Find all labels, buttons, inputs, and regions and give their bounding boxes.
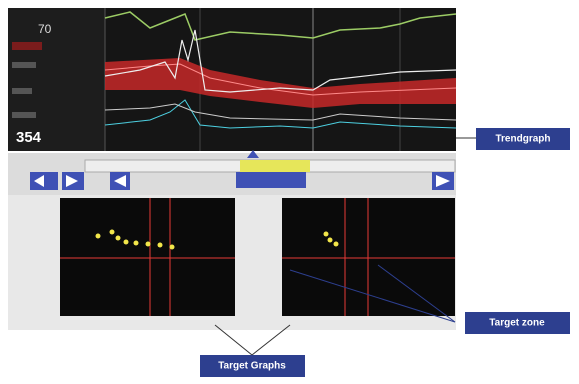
callout-label: Target Graphs <box>218 361 286 372</box>
dot <box>334 242 339 247</box>
callout-label: Trendgraph <box>495 134 550 145</box>
timeline <box>8 150 456 195</box>
dot <box>158 243 163 248</box>
param-label <box>12 62 36 68</box>
reading: 70 <box>38 22 52 36</box>
target-panel <box>8 195 456 330</box>
target-graph <box>60 198 235 316</box>
reading: 354 <box>16 129 42 146</box>
trend-panel: 70 354 <box>8 8 456 151</box>
dot <box>328 238 333 243</box>
callout-label: Target zone <box>489 318 545 329</box>
dot <box>124 240 129 245</box>
dot <box>116 236 121 241</box>
screen: 70 354 Trendgraph <box>0 0 579 379</box>
zoom-window[interactable] <box>236 172 306 188</box>
param-label <box>12 88 32 94</box>
dot <box>146 242 151 247</box>
dot <box>134 241 139 246</box>
param-label <box>12 42 42 50</box>
dot <box>110 230 115 235</box>
dot <box>324 232 329 237</box>
param-label <box>12 112 36 118</box>
dot <box>170 245 175 250</box>
dot <box>96 234 101 239</box>
time-selection <box>240 160 310 172</box>
